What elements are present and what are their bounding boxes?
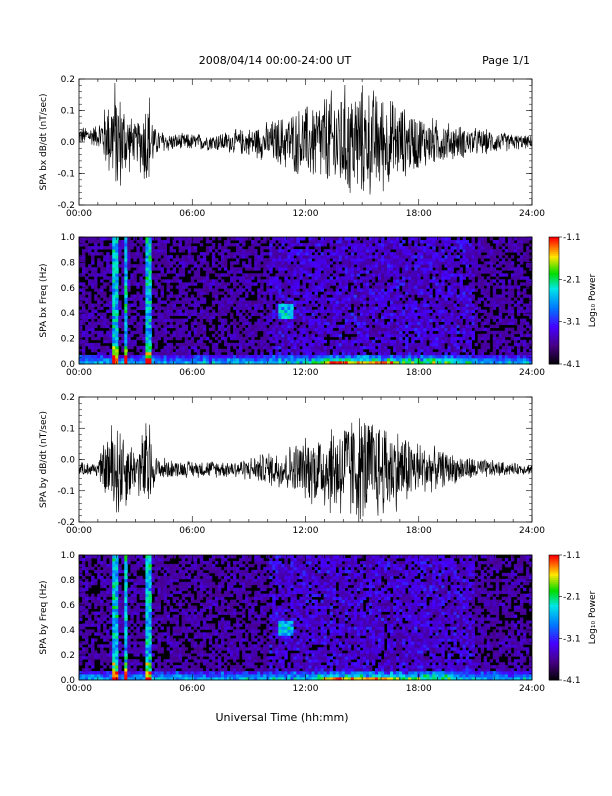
y-tick-label: 0.8 [61,258,76,268]
x-axis-title: Universal Time (hh:mm) [216,711,349,724]
colorbar-tick-label: -4.1 [563,676,581,686]
y-tick-label: 1.0 [61,233,76,243]
x-tick-label: 18:00 [406,526,432,536]
y-axis-title: SPA by Freq (Hz) [39,580,49,654]
spectrogram-cells [79,237,532,364]
x-tick-label: 24:00 [519,684,545,694]
x-tick-label: 18:00 [406,368,432,378]
y-axis-title: SPA by dB/dt (nT/sec) [39,411,49,508]
y-tick-label: 0.8 [61,576,76,586]
x-tick-label: 24:00 [519,209,545,219]
y-axis-title: SPA bx dB/dt (nT/sec) [39,94,49,191]
y-tick-label: 0.2 [61,75,75,85]
x-tick-label: 24:00 [519,526,545,536]
x-tick-label: 12:00 [293,368,319,378]
y-tick-label: 0.0 [61,676,76,686]
colorbar-tick-label: -4.1 [563,360,581,370]
y-tick-label: 0.1 [61,424,75,434]
y-tick-label: 0.4 [61,626,76,636]
colorbar-tick-label: -1.1 [563,233,581,243]
colorbar-2: -1.1 -2.1 -3.1 -4.1 Log₁₀ Power [549,233,598,370]
y-axis-title: SPA bx Freq (Hz) [39,263,49,337]
y-tick-label: 0.2 [61,335,75,345]
y-tick-label: -0.2 [57,518,75,528]
colorbar-title: Log₁₀ Power [588,591,598,645]
colorbar-4: -1.1 -2.1 -3.1 -4.1 Log₁₀ Power [549,551,598,686]
y-tick-label: 1.0 [61,551,76,561]
x-tick-label: 24:00 [519,368,545,378]
y-tick-label: 0.0 [61,138,76,148]
x-tick-label: 06:00 [179,368,205,378]
x-tick-label: 18:00 [406,684,432,694]
y-tick-label: 0.6 [61,284,76,294]
x-tick-label: 18:00 [406,209,432,219]
colorbar-tick-label: -2.1 [563,275,581,285]
colorbar-tick-label: -2.1 [563,593,581,603]
page-title: 2008/04/14 00:00-24:00 UT [199,54,352,67]
y-tick-label: -0.2 [57,201,75,211]
x-tick-label: 12:00 [293,209,319,219]
y-tick-label: 0.0 [61,456,76,466]
y-tick-label: 0.2 [61,651,75,661]
x-tick-label: 06:00 [179,209,205,219]
spectrogram-cells [79,555,532,680]
y-tick-label: 0.1 [61,107,75,117]
y-tick-label: 0.4 [61,309,76,319]
colorbar-title: Log₁₀ Power [588,274,598,328]
x-tick-label: 06:00 [179,526,205,536]
y-tick-label: 0.2 [61,393,75,403]
y-tick-label: -0.1 [57,170,75,180]
waveform-trace [79,83,532,195]
x-tick-label: 06:00 [179,684,205,694]
y-tick-label: 0.0 [61,360,76,370]
x-tick-label: 12:00 [293,684,319,694]
colorbar-tick-label: -1.1 [563,551,581,561]
page-number: Page 1/1 [482,54,530,67]
y-tick-label: -0.1 [57,487,75,497]
waveform-trace [79,418,532,523]
colorbar-tick-label: -3.1 [563,634,581,644]
colorbar-tick-label: -3.1 [563,318,581,328]
y-tick-label: 0.6 [61,601,76,611]
x-tick-label: 12:00 [293,526,319,536]
